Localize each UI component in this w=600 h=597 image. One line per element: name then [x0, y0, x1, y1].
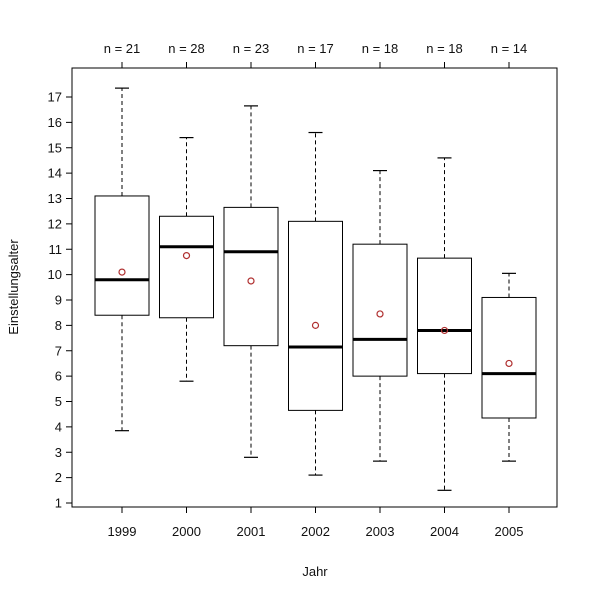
box-2005 — [481, 272, 537, 462]
box-2000 — [159, 137, 214, 382]
count-label: n = 18 — [362, 41, 399, 56]
box-2002 — [288, 131, 343, 476]
mean-marker — [440, 326, 449, 335]
y-tick-label: 17 — [48, 90, 62, 105]
iqr-box — [417, 257, 472, 375]
mean-marker — [182, 251, 191, 260]
count-label: n = 28 — [168, 41, 205, 56]
y-tick-label: 5 — [55, 394, 62, 409]
top-axis-counts: n = 21 n = 28 n = 23 n = 17 n = 18 n = 18 n = … — [104, 41, 528, 68]
iqr-box — [288, 220, 343, 411]
y-tick-label: 2 — [55, 470, 62, 485]
y-tick-label: 1 — [55, 496, 62, 511]
x-tick-label: 2000 — [172, 524, 201, 539]
y-tick-label: 6 — [55, 369, 62, 384]
x-tick-label: 2002 — [301, 524, 330, 539]
y-tick-label: 7 — [55, 343, 62, 358]
x-tick-label: 2001 — [237, 524, 266, 539]
y-tick-label: 3 — [55, 445, 62, 460]
x-tick-label: 1999 — [108, 524, 137, 539]
box-2001 — [223, 105, 279, 458]
y-axis-label: Einstellungsalter — [6, 239, 21, 335]
box-2004 — [417, 157, 472, 491]
iqr-box — [352, 243, 408, 377]
iqr-box — [481, 296, 537, 419]
y-tick-label: 4 — [55, 419, 62, 434]
count-label: n = 21 — [104, 41, 141, 56]
x-axis-label: Jahr — [302, 564, 328, 579]
mean-marker — [376, 310, 384, 318]
mean-marker — [311, 321, 320, 329]
boxes-group — [94, 87, 537, 491]
y-tick-label: 12 — [48, 216, 62, 231]
iqr-box — [94, 195, 150, 316]
y-tick-label: 9 — [55, 293, 62, 308]
box-1999 — [94, 87, 150, 432]
y-tick-label: 16 — [48, 115, 62, 130]
y-tick-label: 8 — [55, 318, 62, 333]
iqr-box — [223, 206, 279, 347]
box-2003 — [352, 169, 408, 462]
count-label: n = 23 — [233, 41, 270, 56]
x-tick-label: 2005 — [495, 524, 524, 539]
x-axis: 1999 2000 2001 2002 2003 2004 2005 — [108, 507, 524, 539]
y-tick-label: 13 — [48, 191, 62, 206]
count-label: n = 18 — [426, 41, 463, 56]
x-tick-label: 2004 — [430, 524, 459, 539]
iqr-box — [159, 215, 214, 319]
x-tick-label: 2003 — [366, 524, 395, 539]
y-tick-label: 14 — [48, 166, 62, 181]
plot-frame — [71, 67, 558, 508]
y-tick-label: 15 — [48, 140, 62, 155]
y-tick-label: 10 — [48, 267, 62, 282]
y-tick-label: 11 — [49, 242, 63, 257]
count-label: n = 17 — [297, 41, 334, 56]
mean-marker — [247, 277, 255, 285]
mean-marker — [118, 268, 126, 276]
count-label: n = 14 — [491, 41, 528, 56]
mean-marker — [505, 359, 513, 368]
